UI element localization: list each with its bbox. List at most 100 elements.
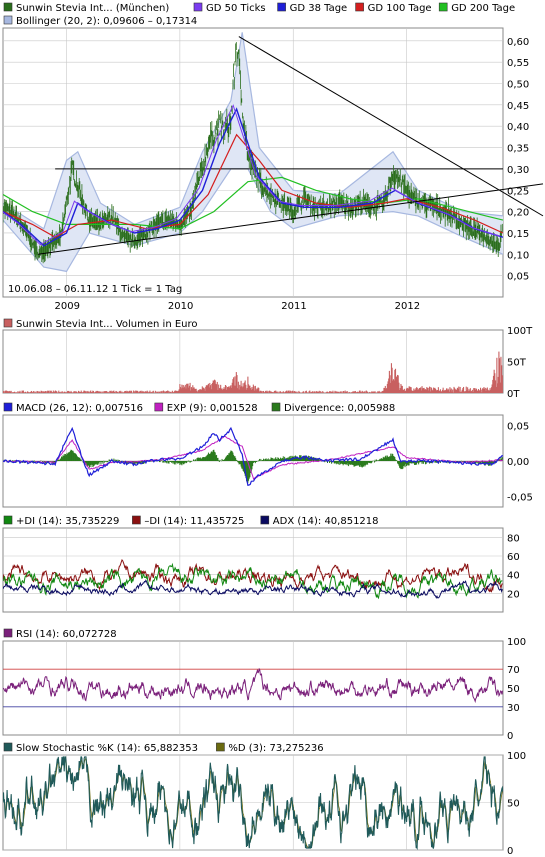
y-tick-label: 100 [507,637,526,648]
legend-macd: MACD (26, 12): 0,007516 EXP (9): 0,001528… [3,402,395,414]
minusdi-line [3,559,503,593]
legend-label: GD 200 Tage [451,3,515,14]
legend-label: –DI (14): 11,435725 [144,516,244,527]
legend-label: %D (3): 73,275236 [228,743,323,754]
x-tick-label: 2009 [54,301,79,312]
plot-area-stochastic [3,756,503,850]
trend-line-support [38,183,544,255]
legend-swatch [260,515,270,525]
legend-swatch [3,2,13,12]
plot-area-adx [3,559,503,600]
y-tick-label: 60 [507,552,520,563]
legend-stochastic: Slow Stochastic %K (14): 65,882353 %D (3)… [3,742,324,754]
bollinger-upper-line [3,32,503,230]
panel-frame [2,640,504,736]
legend-rsi: RSI (14): 60,072728 [3,628,117,640]
legend-swatch [193,2,203,12]
y-tick-label: 0,55 [507,58,529,69]
adx-line [3,579,503,599]
y-tick-label: 0,05 [507,272,529,283]
legend-label: MACD (26, 12): 0,007516 [16,403,143,414]
panel-stochastic: Slow Stochastic %K (14): 65,882353 %D (3)… [2,742,526,857]
legend-label: Slow Stochastic %K (14): 65,882353 [16,743,198,754]
legend-label: Divergence: 0,005988 [284,403,395,414]
y-tick-label: 0,05 [507,422,529,433]
panel-frame [2,329,504,394]
legend-swatch [216,742,225,752]
y-tick-label: 0,60 [507,37,529,48]
legend-label: GD 100 Tage [368,3,432,14]
y-tick-label: 70 [507,665,520,676]
macd-line [3,426,503,487]
legend-swatch [438,2,448,12]
x-tick-label: 2010 [168,301,193,312]
legend-label: +DI (14): 35,735229 [16,516,119,527]
legend-label: GD 50 Ticks [206,3,266,14]
y-tick-label: 0,00 [507,457,529,468]
plot-area-macd [3,426,503,487]
y-tick-label: 0,45 [507,101,529,112]
y-tick-label: 100T [507,326,533,337]
y-tick-label: 0,50 [507,80,529,91]
plot-area-price [3,32,503,273]
y-tick-label: 0,35 [507,144,529,155]
panel-price: Sunwin Stevia Int... (München) GD 50 Tick… [2,2,544,312]
panel-frame [2,527,504,613]
y-tick-label: 0,20 [507,208,529,219]
x-tick-label: 2012 [395,301,420,312]
exp-line [3,435,503,481]
bollinger-band [3,32,503,272]
legend-swatch [3,318,13,328]
panel-rsi: RSI (14): 60,072728 0 30 50 70 100 [2,628,526,742]
legend-swatch [3,402,13,412]
legend-swatch [154,402,164,412]
y-tick-label: 0 [507,731,513,742]
panel-adx: +DI (14): 35,735229 –DI (14): 11,435725 AD… [2,515,520,613]
y-tick-label: 0T [507,389,520,400]
y-tick-label: 0,40 [507,122,529,133]
rsi-line [3,667,503,704]
y-tick-label: 0,25 [507,186,529,197]
legend-swatch [3,515,13,525]
y-tick-label: 50 [507,684,520,695]
legend-swatch [271,402,281,412]
legend-label: GD 38 Tage [290,3,348,14]
legend-price: Sunwin Stevia Int... (München) GD 50 Tick… [3,2,515,27]
y-tick-label: -0,05 [507,492,533,503]
legend-swatch [132,515,141,525]
legend-swatch [277,2,286,12]
panel-macd: MACD (26, 12): 0,007516 EXP (9): 0,001528… [2,402,533,508]
plot-area-rsi [3,667,503,708]
plusdi-line [3,562,503,600]
legend-label: Sunwin Stevia Int... Volumen in Euro [16,319,198,330]
y-tick-label: 0,15 [507,229,529,240]
y-tick-label: 30 [507,703,520,714]
legend-swatch [3,628,13,638]
gd200-line [3,176,503,230]
legend-label: Sunwin Stevia Int... (München) [16,3,169,14]
y-tick-label: 0,30 [507,165,529,176]
legend-label: ADX (14): 40,851218 [273,516,379,527]
trend-line-resistance [238,36,544,217]
plot-area-volume [3,351,503,393]
x-tick-label: 2011 [281,301,306,312]
legend-swatch [3,742,13,752]
gd50-line [3,104,500,246]
legend-adx: +DI (14): 35,735229 –DI (14): 11,435725 AD… [3,515,379,527]
y-tick-label: 80 [507,533,520,544]
y-tick-label: 20 [507,589,520,600]
legend-label: RSI (14): 60,072728 [16,629,117,640]
y-tick-label: 50T [507,358,527,369]
legend-swatch [3,15,13,25]
y-tick-label: 0 [507,846,513,857]
chart-range-info: 10.06.08 – 06.11.12 1 Tick = 1 Tag [8,284,182,295]
legend-label: EXP (9): 0,001528 [167,403,258,414]
legend-swatch [355,2,364,12]
y-tick-label: 40 [507,571,520,582]
stoch-k-line [3,756,503,850]
y-tick-label: 0,10 [507,250,529,261]
legend-volume: Sunwin Stevia Int... Volumen in Euro [3,318,198,330]
y-tick-label: 50 [507,799,520,810]
legend-label: Bollinger (20, 2): 0,09606 – 0,17314 [16,16,197,27]
